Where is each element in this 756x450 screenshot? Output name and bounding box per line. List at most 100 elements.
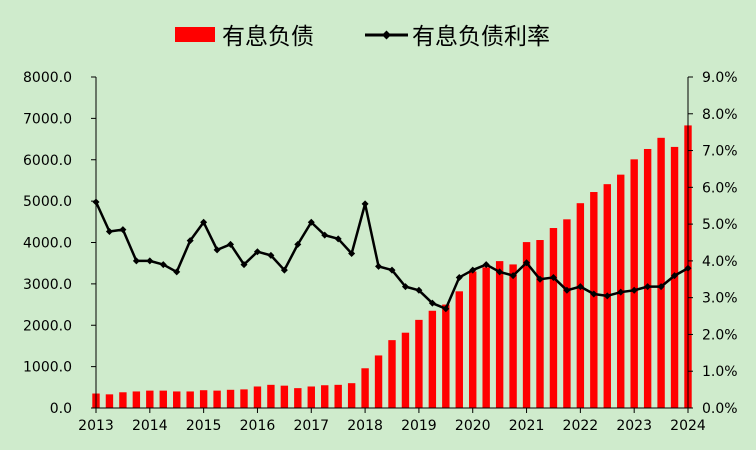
x-tick-label: 2022 bbox=[563, 418, 599, 434]
x-tick-label: 2023 bbox=[616, 418, 652, 434]
y-right-tick-label: 6.0% bbox=[702, 180, 738, 196]
bar bbox=[347, 383, 356, 408]
bar bbox=[657, 137, 665, 408]
y-left-tick-label: 8000.0 bbox=[23, 70, 72, 86]
bar bbox=[442, 304, 450, 408]
y-left-tick-label: 1000.0 bbox=[23, 360, 72, 376]
x-tick-label: 2013 bbox=[78, 418, 114, 434]
bar bbox=[240, 389, 248, 408]
rate-point bbox=[617, 288, 625, 296]
x-tick-label: 2018 bbox=[347, 418, 383, 434]
bar bbox=[563, 219, 571, 408]
y-right-tick-label: 9.0% bbox=[702, 70, 738, 86]
legend-bar-label: 有息负债 bbox=[222, 24, 314, 50]
rate-point bbox=[146, 257, 154, 265]
rate-point bbox=[321, 231, 329, 239]
bar bbox=[415, 319, 423, 408]
rate-point bbox=[253, 248, 261, 256]
rate-point bbox=[240, 261, 248, 269]
rate-point bbox=[496, 268, 504, 276]
rate-point bbox=[509, 272, 517, 280]
y-left-tick-label: 4000.0 bbox=[23, 236, 72, 252]
bar bbox=[119, 392, 127, 408]
y-left-tick-label: 7000.0 bbox=[23, 111, 72, 127]
bar bbox=[455, 291, 463, 408]
rate-point bbox=[307, 218, 315, 226]
bar bbox=[536, 240, 544, 408]
x-tick-label: 2017 bbox=[293, 418, 329, 434]
legend: 有息负债 有息负债利率 bbox=[175, 24, 550, 50]
rate-point bbox=[415, 286, 423, 294]
y-right-tick-label: 1.0% bbox=[702, 364, 738, 380]
x-tick-label: 2016 bbox=[240, 418, 276, 434]
rate-point bbox=[469, 266, 477, 274]
y-left-tick-label: 2000.0 bbox=[23, 318, 72, 334]
x-tick-label: 2015 bbox=[186, 418, 222, 434]
rate-point bbox=[132, 257, 140, 265]
rate-point bbox=[227, 240, 235, 248]
bar bbox=[105, 394, 114, 408]
bar bbox=[469, 271, 477, 408]
rate-point bbox=[442, 305, 450, 313]
rate-point bbox=[186, 237, 194, 245]
rate-point bbox=[603, 292, 611, 300]
rate-point bbox=[267, 251, 275, 259]
rate-point bbox=[361, 200, 369, 208]
rate-line bbox=[94, 201, 689, 310]
bar bbox=[401, 332, 410, 408]
bar bbox=[159, 390, 167, 408]
bar bbox=[428, 310, 437, 408]
y-left-tick-label: 3000.0 bbox=[23, 277, 72, 293]
bar bbox=[294, 388, 302, 408]
rate-point bbox=[563, 286, 571, 294]
bar bbox=[321, 385, 329, 408]
bar bbox=[361, 368, 369, 408]
y-left-tick-label: 6000.0 bbox=[23, 153, 72, 169]
x-tick-label: 2019 bbox=[401, 418, 437, 434]
bar bbox=[226, 389, 235, 408]
bar bbox=[643, 148, 652, 409]
rate-point bbox=[213, 246, 221, 254]
bar bbox=[509, 264, 517, 408]
x-tick-label: 2024 bbox=[670, 418, 706, 434]
bar bbox=[267, 384, 275, 408]
rate-point bbox=[92, 198, 100, 206]
rate-point bbox=[200, 218, 208, 226]
rate-point bbox=[523, 259, 531, 267]
rate-point bbox=[280, 266, 288, 274]
bar bbox=[253, 386, 262, 408]
rate-point bbox=[119, 226, 127, 234]
bar bbox=[213, 390, 221, 408]
rate-point bbox=[536, 275, 544, 283]
x-tick-label: 2014 bbox=[132, 418, 168, 434]
bar bbox=[146, 390, 154, 408]
rate-point bbox=[173, 268, 181, 276]
bar bbox=[495, 261, 504, 408]
bar bbox=[388, 340, 396, 408]
rate-point bbox=[348, 250, 356, 258]
rate-point bbox=[671, 272, 679, 280]
bar bbox=[522, 242, 531, 408]
rate-point bbox=[576, 283, 584, 291]
rate-point bbox=[684, 264, 692, 272]
bar bbox=[173, 391, 181, 408]
rate-point bbox=[294, 240, 302, 248]
x-tick-label: 2020 bbox=[455, 418, 491, 434]
y-right-tick-label: 2.0% bbox=[702, 327, 738, 343]
y-right-tick-label: 0.0% bbox=[702, 401, 738, 417]
y-left-tick-label: 5000.0 bbox=[23, 194, 72, 210]
legend-line-label: 有息负债利率 bbox=[412, 24, 550, 50]
rate-point bbox=[590, 290, 598, 298]
y-right-tick-label: 5.0% bbox=[702, 217, 738, 233]
rate-point bbox=[644, 283, 652, 291]
bar bbox=[186, 391, 194, 408]
bar bbox=[576, 203, 585, 408]
bar bbox=[482, 267, 490, 408]
bar bbox=[334, 384, 342, 408]
rate-point bbox=[455, 273, 463, 281]
rate-point bbox=[334, 235, 342, 243]
rate-point bbox=[401, 283, 409, 291]
bar bbox=[132, 391, 141, 408]
